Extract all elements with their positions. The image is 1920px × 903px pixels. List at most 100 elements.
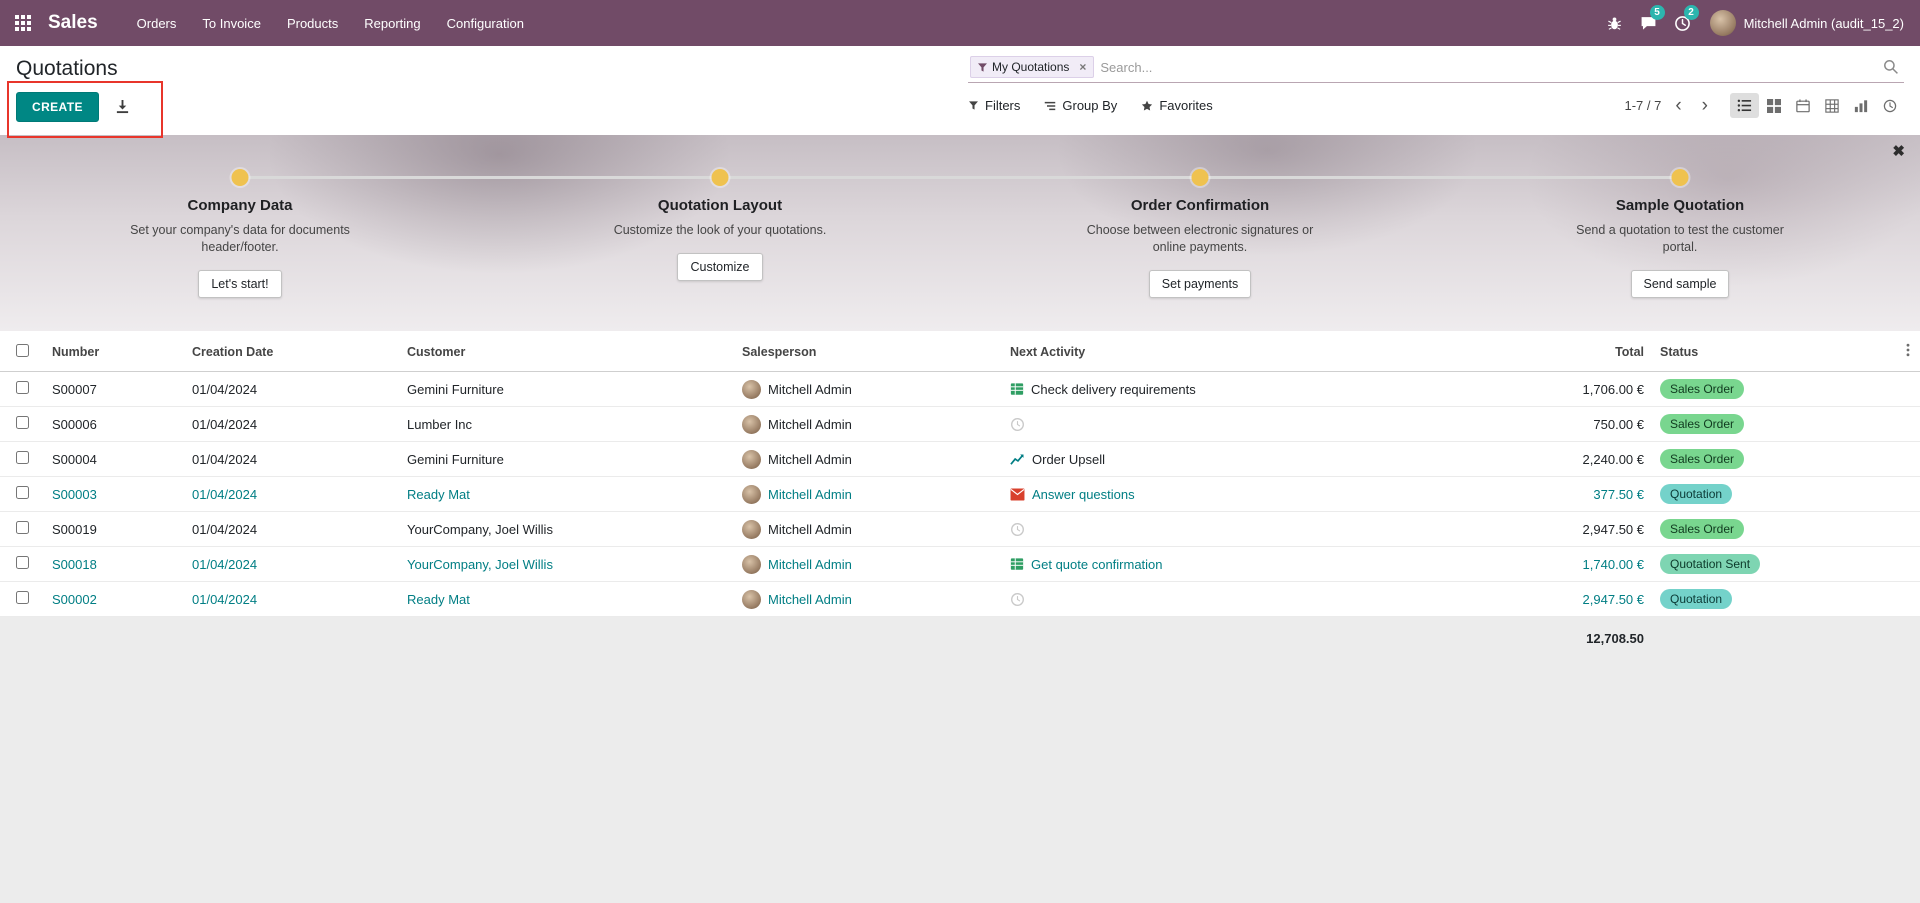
row-checkbox[interactable] bbox=[15, 416, 29, 429]
clock-activity-icon[interactable] bbox=[1010, 417, 1025, 432]
cell-creation-date: 01/04/2024 bbox=[184, 511, 399, 547]
apps-menu-icon[interactable] bbox=[0, 0, 46, 46]
step-dot bbox=[711, 169, 729, 186]
cell-total: 2,947.50 € bbox=[1522, 581, 1652, 617]
cell-total: 750.00 € bbox=[1522, 406, 1652, 442]
user-name: Mitchell Admin (audit_15_2) bbox=[1743, 15, 1904, 31]
row-checkbox[interactable] bbox=[15, 521, 29, 534]
pager-next-button[interactable]: › bbox=[1701, 94, 1708, 116]
lets-start-button[interactable]: Let's start! bbox=[198, 269, 282, 298]
table-row[interactable]: S00007 01/04/2024 Gemini Furniture Mitch… bbox=[0, 371, 1920, 407]
calendar-view-icon[interactable] bbox=[1788, 93, 1817, 118]
export-download-icon[interactable] bbox=[115, 99, 130, 114]
messages-icon[interactable]: 5 bbox=[1632, 0, 1666, 46]
table-row[interactable]: S00002 01/04/2024 Ready Mat Mitchell Adm… bbox=[0, 581, 1920, 617]
cell-salesperson: Mitchell Admin bbox=[768, 556, 852, 572]
row-checkbox[interactable] bbox=[15, 381, 29, 394]
row-checkbox[interactable] bbox=[15, 591, 29, 604]
ellipsis-icon bbox=[1906, 343, 1910, 357]
cell-customer: Ready Mat bbox=[399, 476, 734, 512]
chart-activity-icon bbox=[1010, 452, 1025, 467]
header-status[interactable]: Status bbox=[1652, 331, 1812, 372]
menu-orders[interactable]: Orders bbox=[136, 15, 177, 31]
cell-salesperson: Mitchell Admin bbox=[768, 521, 852, 537]
clock-activity-icon[interactable] bbox=[1010, 592, 1025, 607]
row-checkbox[interactable] bbox=[15, 451, 29, 464]
search-icon[interactable] bbox=[1883, 59, 1902, 75]
table-row[interactable]: S00006 01/04/2024 Lumber Inc Mitchell Ad… bbox=[0, 406, 1920, 442]
table-row[interactable]: S00004 01/04/2024 Gemini Furniture Mitch… bbox=[0, 441, 1920, 477]
search-input[interactable] bbox=[1100, 59, 1877, 75]
filters-button[interactable]: Filters bbox=[968, 98, 1020, 113]
cell-customer: Gemini Furniture bbox=[399, 441, 734, 477]
row-checkbox[interactable] bbox=[15, 486, 29, 499]
header-number[interactable]: Number bbox=[44, 331, 184, 372]
pager-range: 1-7 / 7 bbox=[1624, 98, 1662, 113]
optional-columns-toggle[interactable] bbox=[1812, 331, 1920, 372]
header-next-activity[interactable]: Next Activity bbox=[1002, 331, 1522, 372]
header-total[interactable]: Total bbox=[1522, 331, 1652, 372]
filter-funnel-icon bbox=[971, 62, 992, 73]
step-dot bbox=[231, 169, 249, 186]
cell-salesperson: Mitchell Admin bbox=[768, 486, 852, 502]
customize-button[interactable]: Customize bbox=[677, 252, 763, 281]
cell-number: S00004 bbox=[44, 441, 184, 477]
envelope-activity-icon bbox=[1010, 487, 1025, 501]
cell-number: S00018 bbox=[44, 546, 184, 582]
header-creation-date[interactable]: Creation Date bbox=[184, 331, 399, 372]
messages-badge: 5 bbox=[1649, 5, 1665, 20]
header-salesperson[interactable]: Salesperson bbox=[734, 331, 1002, 372]
onboarding-progress-line bbox=[240, 176, 1680, 179]
step-dot bbox=[1671, 169, 1689, 186]
group-by-button[interactable]: Group By bbox=[1044, 98, 1117, 113]
activities-icon[interactable]: 2 bbox=[1666, 0, 1700, 46]
graph-view-icon[interactable] bbox=[1846, 93, 1875, 118]
activity-view-icon[interactable] bbox=[1875, 93, 1904, 118]
cell-customer: Ready Mat bbox=[399, 581, 734, 617]
user-avatar bbox=[1709, 10, 1736, 36]
group-by-icon bbox=[1045, 101, 1056, 110]
menu-products[interactable]: Products bbox=[286, 15, 339, 31]
row-checkbox[interactable] bbox=[15, 556, 29, 569]
cell-total: 1,706.00 € bbox=[1522, 371, 1652, 407]
cell-creation-date: 01/04/2024 bbox=[184, 546, 399, 582]
spreadsheet-activity-icon bbox=[1010, 557, 1024, 571]
salesperson-avatar bbox=[742, 589, 761, 609]
menu-reporting[interactable]: Reporting bbox=[364, 15, 421, 31]
send-sample-button[interactable]: Send sample bbox=[1630, 269, 1730, 298]
app-brand[interactable]: Sales bbox=[48, 12, 98, 33]
status-badge: Sales Order bbox=[1660, 449, 1745, 469]
onboarding-step-quotation-layout: Quotation Layout Customize the look of y… bbox=[480, 135, 960, 331]
menu-configuration[interactable]: Configuration bbox=[446, 15, 524, 31]
onboarding-step-company-data: Company Data Set your company's data for… bbox=[0, 135, 480, 331]
status-badge: Quotation bbox=[1660, 484, 1733, 504]
create-button[interactable]: CREATE bbox=[16, 91, 99, 122]
user-menu[interactable]: Mitchell Admin (audit_15_2) bbox=[1700, 0, 1914, 46]
list-view-icon[interactable] bbox=[1730, 93, 1759, 118]
spreadsheet-activity-icon bbox=[1010, 382, 1024, 396]
cell-creation-date: 01/04/2024 bbox=[184, 476, 399, 512]
table-row[interactable]: S00019 01/04/2024 YourCompany, Joel Will… bbox=[0, 511, 1920, 547]
salesperson-avatar bbox=[742, 484, 761, 504]
kanban-view-icon[interactable] bbox=[1759, 93, 1788, 118]
menu-to-invoice[interactable]: To Invoice bbox=[202, 15, 261, 31]
pager-previous-button[interactable]: ‹ bbox=[1675, 94, 1682, 116]
onboarding-step-order-confirmation: Order Confirmation Choose between electr… bbox=[960, 135, 1440, 331]
facet-remove-icon[interactable]: × bbox=[1079, 60, 1087, 74]
main-menu: Orders To Invoice Products Reporting Con… bbox=[124, 0, 537, 46]
table-row[interactable]: S00003 01/04/2024 Ready Mat Mitchell Adm… bbox=[0, 476, 1920, 512]
cell-salesperson: Mitchell Admin bbox=[768, 381, 852, 397]
status-badge: Sales Order bbox=[1660, 414, 1745, 434]
clock-activity-icon[interactable] bbox=[1010, 522, 1025, 537]
favorites-button[interactable]: Favorites bbox=[1141, 98, 1213, 113]
set-payments-button[interactable]: Set payments bbox=[1148, 269, 1252, 298]
table-row[interactable]: S00018 01/04/2024 YourCompany, Joel Will… bbox=[0, 546, 1920, 582]
salesperson-avatar bbox=[742, 414, 761, 434]
banner-close-icon[interactable]: ✖ bbox=[1892, 143, 1905, 160]
bug-icon[interactable] bbox=[1598, 0, 1632, 46]
cell-creation-date: 01/04/2024 bbox=[184, 406, 399, 442]
pivot-view-icon[interactable] bbox=[1817, 93, 1846, 118]
select-all-checkbox[interactable] bbox=[15, 343, 29, 357]
control-panel: Quotations CREATE My Quotations × bbox=[0, 46, 1920, 135]
header-customer[interactable]: Customer bbox=[399, 331, 734, 372]
